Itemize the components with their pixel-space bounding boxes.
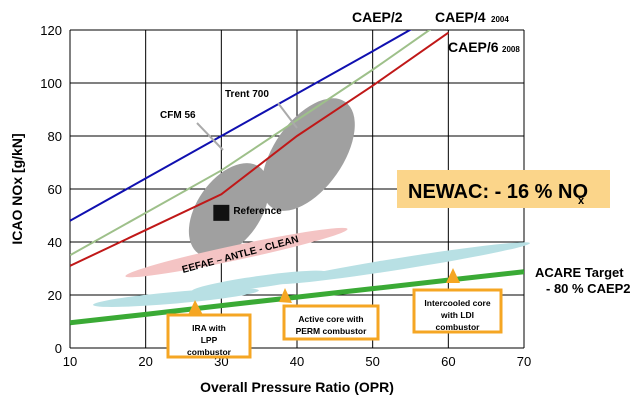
regions (93, 98, 530, 307)
region-3 (125, 227, 348, 278)
series-line-1 (70, 30, 412, 222)
series-line-3 (70, 31, 449, 267)
region-4 (93, 288, 259, 307)
ira-callout-line: combustor (187, 347, 232, 357)
y-tick-label: 40 (48, 235, 62, 250)
newac-box (397, 170, 610, 208)
ira-callout-box (166, 313, 252, 359)
trent-leader (277, 102, 298, 129)
x-tick-label: 10 (63, 354, 77, 369)
acare-label: ACARE Target (535, 265, 624, 280)
y-tick-label: 80 (48, 129, 62, 144)
newac-subscript: x (578, 195, 585, 207)
ira-callout-arrow (188, 300, 203, 315)
region-5 (191, 270, 327, 293)
ldi-callout-line: Intercooled core (424, 298, 490, 308)
cfm-leader (196, 122, 224, 151)
x-tick-label: 20 (138, 354, 152, 369)
trent700-label: Trent 700 (225, 89, 269, 100)
cfm56-label: CFM 56 (160, 110, 196, 121)
ira-callout-line: LPP (201, 335, 218, 345)
x-tick-label: 50 (365, 354, 379, 369)
perm-callout-line: Active core with (298, 314, 363, 324)
ldi-callout-arrow (446, 268, 460, 283)
x-tick-label: 40 (290, 354, 304, 369)
region-2 (261, 98, 355, 211)
series-line-2 (70, 30, 432, 257)
acare-sublabel: - 80 % CAEP2 (546, 281, 631, 296)
caep6-year: 2008 (502, 45, 520, 54)
caep2-label: CAEP/2 (352, 9, 403, 25)
x-tick-label: 70 (517, 354, 531, 369)
ldi-callout-line: combustor (436, 322, 481, 332)
ira-callout-line: IRA with (192, 323, 226, 333)
y-tick-label: 100 (40, 76, 62, 91)
ldi-callout-line: with LDI (440, 310, 474, 320)
y-axis-title: ICAO NOx [g/kN] (9, 133, 25, 244)
ldi-callout-box (412, 288, 503, 334)
region-6 (275, 242, 530, 285)
y-tick-label: 0 (55, 341, 62, 356)
perm-callout-box (282, 304, 380, 341)
caep6-label: CAEP/6 (448, 39, 499, 55)
reference-label: Reference (233, 206, 282, 217)
newac-text: NEWAC: - 16 % NO (408, 181, 588, 203)
reference-marker (213, 204, 230, 221)
caep4-label: CAEP/4 (435, 9, 486, 25)
y-tick-label: 120 (40, 23, 62, 38)
y-tick-label: 60 (48, 182, 62, 197)
x-axis-title: Overall Pressure Ratio (OPR) (200, 379, 394, 395)
y-tick-label: 20 (48, 288, 62, 303)
caep4-year: 2004 (491, 15, 509, 24)
perm-callout-arrow (279, 288, 292, 303)
perm-callout-line: PERM combustor (296, 326, 368, 336)
x-tick-label: 60 (441, 354, 455, 369)
